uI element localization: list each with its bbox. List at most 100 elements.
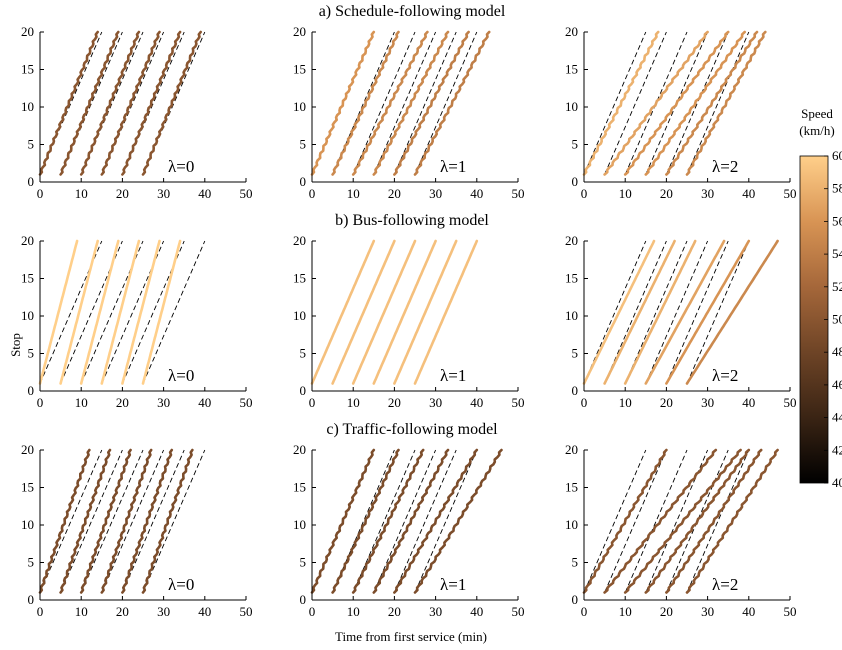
lambda-label: λ=2 [712,366,738,385]
y-tick-label: 20 [293,442,306,457]
x-tick-label: 0 [37,395,44,410]
bus-trajectory [393,30,470,176]
lambda-label: λ=0 [168,157,194,176]
bus-trajectory [413,448,503,594]
schedule-line [583,449,647,593]
x-tick-label: 20 [116,186,129,201]
schedule-line [665,240,729,384]
bus-trajectory [59,448,112,594]
y-tick-label: 20 [21,442,34,457]
x-tick-label: 20 [388,186,401,201]
bus-trajectory [372,30,450,176]
x-tick-label: 30 [157,186,170,201]
colorbar-tick-label: 44 [832,410,842,425]
bus-trajectory [121,30,182,176]
bus-trajectory [331,30,400,176]
colorbar-tick-label: 54 [832,246,842,261]
bus-trajectory [59,239,99,385]
y-tick-label: 20 [565,24,578,39]
x-tick-label: 50 [512,604,525,619]
schedule-line [393,449,457,593]
schedule-line [624,449,688,593]
bus-trajectory [351,448,425,594]
x-tick-label: 40 [198,604,211,619]
y-tick-label: 20 [21,233,34,248]
bus-trajectory [121,448,174,594]
x-tick-label: 50 [512,395,525,410]
schedule-line [686,449,750,593]
x-tick-label: 10 [619,604,632,619]
schedule-line [645,31,709,175]
bus-trajectory [351,239,417,385]
colorbar-tick-label: 46 [832,377,842,392]
subplot: 0 10 20 30 40 50 0 5 10 15 20 λ=2 [565,442,797,619]
y-tick-label: 10 [565,308,578,323]
bus-trajectory [331,448,400,594]
bus-trajectory [413,239,479,385]
lambda-label: λ=2 [712,157,738,176]
lambda-label: λ=2 [712,575,738,594]
colorbar-unit: (km/h) [799,123,834,138]
x-tick-label: 0 [37,604,44,619]
y-tick-label: 10 [293,517,306,532]
schedule-line [414,449,478,593]
x-tick-label: 50 [784,186,797,201]
x-tick-label: 0 [309,395,316,410]
bus-trajectory [141,448,194,594]
colorbar: Speed (km/h) 40 42 44 46 48 50 52 54 56 58 60 [799,106,842,490]
x-tick-label: 10 [619,395,632,410]
bus-trajectory [582,30,660,176]
y-tick-label: 0 [300,592,307,607]
x-tick-label: 30 [701,395,714,410]
y-tick-label: 0 [28,592,35,607]
y-tick-label: 10 [21,308,34,323]
x-tick-label: 0 [581,186,588,201]
y-tick-label: 20 [293,24,306,39]
lambda-label: λ=1 [440,157,466,176]
x-tick-label: 50 [512,186,525,201]
x-tick-label: 20 [388,604,401,619]
y-tick-label: 5 [572,346,579,361]
x-tick-label: 20 [388,395,401,410]
x-tick-label: 50 [240,604,253,619]
bus-trajectory [38,448,91,594]
schedule-line [624,31,688,175]
x-tick-label: 10 [347,395,360,410]
bus-trajectory [38,30,99,176]
subplot: 0 10 20 30 40 50 0 5 10 15 20 λ=0 [21,24,253,201]
bus-trajectory [310,448,376,594]
y-tick-label: 15 [565,62,578,77]
bus-trajectory [100,30,161,176]
bus-trajectory [685,30,767,176]
y-tick-label: 20 [565,442,578,457]
y-tick-label: 15 [565,480,578,495]
colorbar-tick-label: 56 [832,213,842,228]
bus-trajectory [79,239,120,385]
y-tick-label: 5 [572,137,579,152]
schedule-line [142,240,206,384]
schedule-line [352,449,416,593]
bus-trajectory [79,448,132,594]
x-axis-label: Time from first service (min) [335,629,487,644]
schedule-line [121,449,185,593]
y-tick-label: 0 [572,592,579,607]
y-tick-label: 10 [293,308,306,323]
row-title: a) Schedule-following model [319,3,506,20]
row-title: c) Traffic-following model [326,421,498,438]
y-tick-label: 10 [293,99,306,114]
x-tick-label: 40 [470,395,483,410]
y-tick-label: 0 [572,383,579,398]
bus-trajectory [372,448,450,594]
x-tick-label: 10 [75,604,88,619]
colorbar-tick-label: 58 [832,181,842,196]
y-tick-label: 15 [21,271,34,286]
lambda-label: λ=1 [440,366,466,385]
y-tick-label: 15 [21,480,34,495]
subplot: 0 10 20 30 40 50 0 5 10 15 20 λ=1 [293,24,525,201]
x-tick-label: 40 [198,395,211,410]
bus-trajectory [665,448,763,594]
bus-trajectory [582,448,668,594]
bus-trajectory [310,30,376,176]
